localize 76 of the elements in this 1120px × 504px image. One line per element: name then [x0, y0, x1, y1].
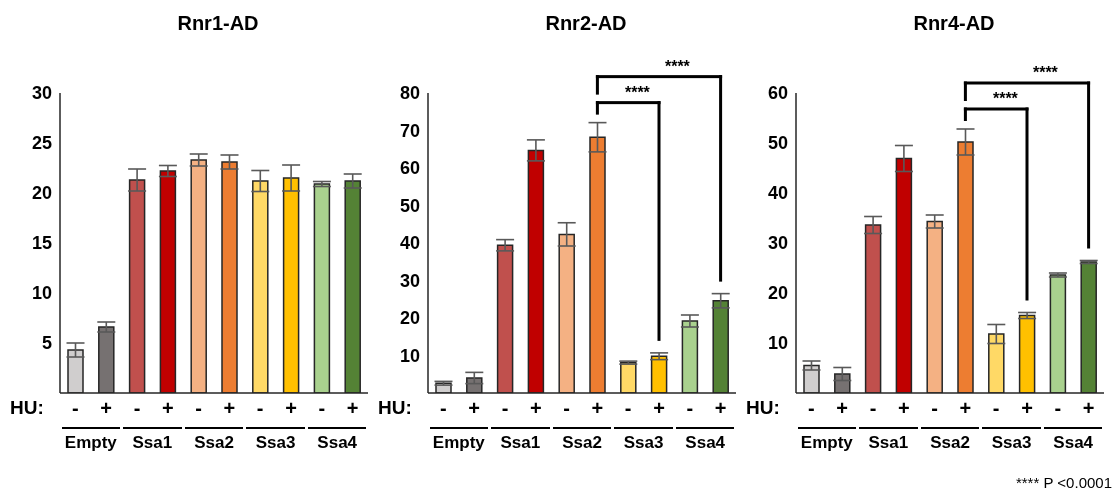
text: Ssa1 — [500, 433, 541, 452]
chart-title: Rnr2-AD — [544, 11, 628, 36]
text: Ssa3 — [622, 433, 665, 453]
x-tick-label: + — [591, 397, 604, 420]
x-tick-label: - — [318, 397, 326, 420]
x-tick-label: - — [501, 397, 509, 420]
text: Ssa1 — [132, 433, 173, 452]
text: Ssa1 — [868, 433, 909, 452]
text: Ssa2 — [193, 433, 235, 453]
text: Empty — [63, 433, 118, 453]
x-tick-label: + — [836, 397, 849, 420]
x-tick-label: - — [1054, 397, 1062, 420]
x-tick-label: - — [686, 397, 694, 420]
y-tick-label: 50 — [399, 195, 420, 216]
text: Ssa3 — [990, 433, 1033, 453]
text: Ssa4 — [1052, 433, 1095, 453]
y-tick-label: 60 — [399, 158, 420, 179]
chart-title: Rnr4-AD — [912, 11, 996, 36]
y-tick-label: 10 — [399, 345, 420, 366]
text: HU: — [10, 397, 44, 419]
x-tick-label: - — [808, 397, 815, 420]
y-tick-label: 10 — [767, 333, 788, 354]
x-tick-label: - — [133, 397, 141, 420]
y-tick-label: 20 — [399, 308, 420, 329]
x-tick-label: + — [653, 397, 665, 420]
y-tick-label: 60 — [767, 83, 788, 104]
y-tick-label: 40 — [767, 183, 788, 204]
text: Ssa4 — [316, 433, 359, 453]
y-tick-label: 50 — [767, 133, 788, 154]
y-tick-label: 40 — [399, 233, 420, 254]
x-tick-label: + — [529, 397, 542, 420]
x-tick-label: - — [256, 397, 264, 420]
annotation: **** — [992, 90, 1019, 107]
y-tick-label: 30 — [31, 83, 52, 104]
text: Ssa2 — [929, 433, 971, 453]
x-tick-label: - — [195, 397, 202, 420]
text: Empty — [431, 433, 486, 453]
y-tick-label: 70 — [399, 120, 420, 141]
x-tick-label: - — [992, 397, 1000, 420]
y-tick-label: 20 — [767, 283, 788, 304]
x-tick-label: + — [346, 397, 359, 420]
x-tick-label: - — [563, 397, 570, 420]
y-tick-label: 15 — [31, 233, 52, 254]
x-tick-label: - — [869, 397, 877, 420]
x-tick-label: + — [223, 397, 236, 420]
x-tick-label: + — [1021, 397, 1033, 420]
y-tick-label: 10 — [31, 283, 52, 304]
text: **** — [664, 57, 691, 75]
x-tick-label: + — [1082, 397, 1095, 420]
y-tick-label: 20 — [31, 183, 52, 204]
x-tick-label: - — [624, 397, 632, 420]
x-tick-label: + — [959, 397, 972, 420]
text: Empty — [799, 433, 854, 453]
y-tick-label: 5 — [41, 333, 52, 354]
text: Ssa2 — [561, 433, 603, 453]
x-tick-label: - — [72, 397, 79, 420]
text: Ssa3 — [254, 433, 297, 453]
x-tick-label: - — [440, 397, 447, 420]
text: HU: — [378, 397, 412, 419]
x-tick-label: + — [285, 397, 297, 420]
annotation: **** — [624, 83, 651, 101]
x-tick-label: + — [468, 397, 481, 420]
text: Ssa4 — [684, 433, 727, 453]
y-tick-label: 25 — [31, 133, 52, 154]
y-tick-label: 30 — [399, 270, 420, 291]
x-tick-label: + — [897, 397, 910, 420]
y-tick-label: 30 — [767, 233, 788, 254]
text: HU: — [746, 397, 780, 419]
x-tick-label: + — [161, 397, 174, 420]
text: **** P <0.0001 — [1015, 474, 1112, 491]
x-tick-label: + — [100, 397, 113, 420]
chart-title: Rnr1-AD — [176, 11, 260, 36]
x-tick-label: + — [714, 397, 727, 420]
x-tick-label: - — [931, 397, 938, 420]
y-tick-label: 80 — [399, 83, 420, 104]
text: **** — [1032, 64, 1059, 81]
